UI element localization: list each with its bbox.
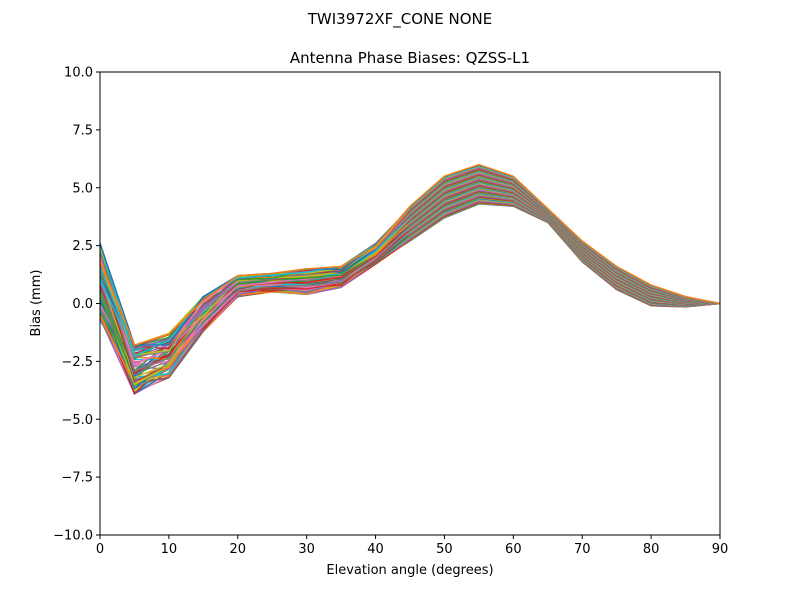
x-tick-label: 50: [436, 542, 453, 557]
y-tick-label: −7.5: [61, 471, 93, 486]
x-tick-label: 70: [574, 542, 591, 557]
x-tick-label: 20: [230, 542, 247, 557]
y-tick-label: 2.5: [72, 239, 93, 254]
chart-title: Antenna Phase Biases: QZSS-L1: [290, 49, 530, 67]
x-axis: 0 10 20 30 40 50 60 70 80 90: [96, 535, 728, 557]
y-axis: −10.0 −7.5 −5.0 −2.5 0.0 2.5 5.0 7.5 10.0: [53, 66, 100, 544]
y-tick-label: 10.0: [64, 66, 93, 81]
chart-suptitle: TWI3972XF_CONE NONE: [307, 10, 492, 29]
x-tick-label: 10: [161, 542, 178, 557]
x-tick-label: 30: [298, 542, 315, 557]
y-tick-label: −5.0: [61, 413, 93, 428]
x-tick-label: 0: [96, 542, 104, 557]
x-tick-label: 90: [712, 542, 729, 557]
y-tick-label: 7.5: [72, 123, 93, 138]
x-axis-label: Elevation angle (degrees): [326, 563, 493, 578]
y-axis-label: Bias (mm): [29, 270, 44, 337]
x-tick-label: 80: [643, 542, 660, 557]
series-group: [99, 163, 721, 396]
plot-frame: [99, 71, 721, 536]
series-line: [99, 163, 721, 347]
y-tick-label: −2.5: [61, 355, 93, 370]
y-tick-label: −10.0: [53, 529, 93, 544]
y-tick-label: 5.0: [72, 181, 93, 196]
x-tick-label: 40: [367, 542, 384, 557]
y-tick-label: 0.0: [72, 297, 93, 312]
x-tick-label: 60: [505, 542, 522, 557]
